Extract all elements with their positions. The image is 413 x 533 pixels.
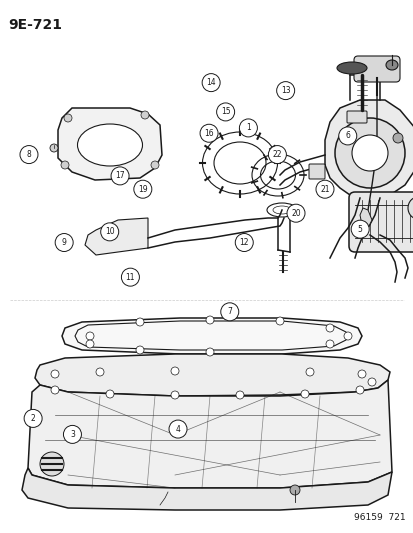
Circle shape bbox=[206, 348, 214, 356]
Text: 2: 2 bbox=[31, 414, 36, 423]
Circle shape bbox=[86, 332, 94, 340]
Circle shape bbox=[392, 133, 402, 143]
Text: 9E-721: 9E-721 bbox=[8, 18, 62, 32]
Circle shape bbox=[325, 340, 333, 348]
Polygon shape bbox=[62, 318, 361, 354]
Circle shape bbox=[136, 346, 144, 354]
Circle shape bbox=[216, 103, 234, 121]
Text: 12: 12 bbox=[239, 238, 248, 247]
Circle shape bbox=[51, 370, 59, 378]
Polygon shape bbox=[22, 468, 391, 510]
Text: 5: 5 bbox=[357, 225, 362, 233]
Text: 7: 7 bbox=[227, 308, 232, 316]
Circle shape bbox=[55, 233, 73, 252]
Circle shape bbox=[305, 368, 313, 376]
Text: 19: 19 bbox=[138, 185, 147, 193]
Text: 6: 6 bbox=[344, 132, 349, 140]
Circle shape bbox=[106, 390, 114, 398]
Circle shape bbox=[50, 144, 58, 152]
Ellipse shape bbox=[77, 124, 142, 166]
Circle shape bbox=[171, 367, 178, 375]
Polygon shape bbox=[324, 100, 413, 198]
Text: 10: 10 bbox=[104, 228, 114, 236]
Circle shape bbox=[315, 180, 333, 198]
Circle shape bbox=[96, 368, 104, 376]
Text: 20: 20 bbox=[290, 209, 300, 217]
Circle shape bbox=[367, 378, 375, 386]
Text: 11: 11 bbox=[126, 273, 135, 281]
Text: 96159  721: 96159 721 bbox=[354, 513, 405, 522]
Circle shape bbox=[300, 390, 308, 398]
Text: 13: 13 bbox=[280, 86, 290, 95]
Circle shape bbox=[202, 74, 220, 92]
Text: 17: 17 bbox=[115, 172, 125, 180]
Circle shape bbox=[51, 386, 59, 394]
Circle shape bbox=[235, 391, 243, 399]
Text: 8: 8 bbox=[26, 150, 31, 159]
Circle shape bbox=[136, 318, 144, 326]
Circle shape bbox=[141, 111, 149, 119]
Circle shape bbox=[169, 420, 187, 438]
FancyBboxPatch shape bbox=[353, 56, 399, 82]
Circle shape bbox=[199, 124, 218, 142]
FancyBboxPatch shape bbox=[308, 164, 324, 179]
Polygon shape bbox=[58, 108, 161, 180]
Circle shape bbox=[239, 119, 257, 137]
Circle shape bbox=[61, 161, 69, 169]
Text: 22: 22 bbox=[272, 150, 281, 159]
Polygon shape bbox=[85, 218, 147, 255]
Circle shape bbox=[235, 233, 253, 252]
Circle shape bbox=[289, 485, 299, 495]
Circle shape bbox=[338, 127, 356, 145]
Circle shape bbox=[355, 386, 363, 394]
Circle shape bbox=[121, 268, 139, 286]
Text: 16: 16 bbox=[204, 129, 214, 138]
Circle shape bbox=[357, 370, 365, 378]
Circle shape bbox=[343, 332, 351, 340]
Text: 1: 1 bbox=[245, 124, 250, 132]
Circle shape bbox=[286, 204, 304, 222]
Polygon shape bbox=[35, 354, 389, 396]
Circle shape bbox=[275, 317, 283, 325]
Circle shape bbox=[64, 114, 72, 122]
Circle shape bbox=[100, 223, 119, 241]
Circle shape bbox=[206, 316, 214, 324]
Ellipse shape bbox=[266, 203, 296, 217]
Circle shape bbox=[20, 146, 38, 164]
Polygon shape bbox=[359, 208, 371, 228]
Circle shape bbox=[24, 409, 42, 427]
Circle shape bbox=[171, 391, 178, 399]
Text: 4: 4 bbox=[175, 425, 180, 433]
Ellipse shape bbox=[336, 62, 366, 74]
Circle shape bbox=[40, 452, 64, 476]
Circle shape bbox=[350, 220, 368, 238]
Circle shape bbox=[111, 167, 129, 185]
Circle shape bbox=[151, 161, 159, 169]
Polygon shape bbox=[28, 380, 391, 488]
Text: 3: 3 bbox=[70, 430, 75, 439]
Circle shape bbox=[133, 180, 152, 198]
Circle shape bbox=[220, 303, 238, 321]
Circle shape bbox=[351, 135, 387, 171]
Circle shape bbox=[334, 118, 404, 188]
Ellipse shape bbox=[385, 60, 397, 70]
Text: 14: 14 bbox=[206, 78, 216, 87]
Circle shape bbox=[63, 425, 81, 443]
Circle shape bbox=[268, 146, 286, 164]
FancyBboxPatch shape bbox=[346, 111, 366, 123]
Polygon shape bbox=[75, 321, 347, 350]
FancyBboxPatch shape bbox=[348, 192, 413, 252]
Circle shape bbox=[86, 340, 94, 348]
Text: 15: 15 bbox=[220, 108, 230, 116]
Ellipse shape bbox=[407, 197, 413, 219]
Text: 9: 9 bbox=[62, 238, 66, 247]
Text: 21: 21 bbox=[320, 185, 329, 193]
Circle shape bbox=[325, 324, 333, 332]
Circle shape bbox=[276, 82, 294, 100]
